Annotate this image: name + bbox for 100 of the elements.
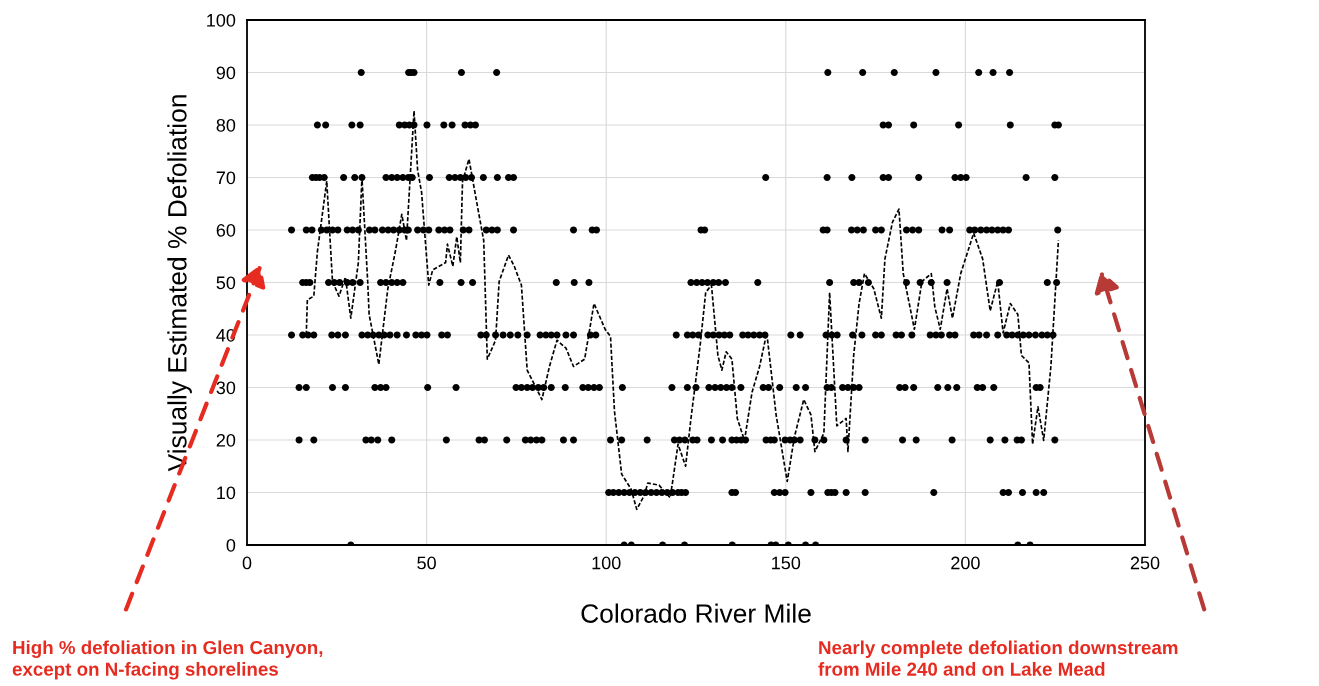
y-tick-label: 50 [216,276,236,290]
point [990,383,998,392]
point [983,226,991,234]
point [826,278,834,287]
x-tick-label: 0 [242,556,252,570]
point [538,436,546,444]
point [569,436,578,444]
point [585,278,593,287]
point [425,226,433,234]
point [1040,488,1048,497]
point [853,226,861,234]
point [682,488,690,497]
point [336,278,344,287]
point [944,383,952,392]
point [1006,121,1014,129]
point [855,278,863,287]
point [902,226,911,234]
point [328,383,337,392]
point [393,278,401,287]
point [445,173,453,182]
point [1022,173,1030,182]
point [715,278,723,287]
point [349,226,357,234]
point [1043,278,1051,287]
x-tick-label: 150 [772,556,801,570]
point [707,436,715,444]
point [899,436,907,444]
point [425,173,434,182]
point [313,121,321,129]
point [356,278,364,287]
point [792,383,800,392]
point [910,121,918,129]
point [595,383,603,392]
point [615,488,623,497]
point [934,383,942,392]
y-tick-label: 30 [216,381,236,395]
point [1004,488,1013,497]
y-tick-label: 60 [216,223,236,237]
point [1054,226,1062,234]
point [606,436,615,444]
point [1004,226,1013,234]
point [948,436,956,444]
point [618,436,626,444]
point [390,226,398,234]
point [457,68,465,77]
point [910,383,918,392]
point [915,226,923,234]
point [872,226,880,234]
point [953,383,961,392]
point [341,383,349,392]
point [295,383,303,392]
y-tick-label: 0 [226,538,236,552]
point [357,68,365,77]
point [302,226,310,234]
point [374,436,382,444]
point [930,488,938,497]
point [855,383,863,392]
point [440,121,448,129]
x-tick-label: 50 [417,556,436,570]
point [310,436,318,444]
point [668,383,676,392]
point [842,488,850,497]
point [823,173,831,182]
point [436,278,444,287]
y-tick-label: 90 [216,66,236,80]
point [884,121,893,129]
point [424,383,432,392]
point [493,173,501,182]
point [986,436,994,444]
point [807,488,815,497]
point [348,121,356,129]
point [322,121,330,129]
point [547,383,555,392]
point [737,383,745,392]
point [719,436,727,444]
point [388,173,396,182]
point [334,226,342,234]
point [802,383,810,392]
point [480,436,488,444]
point [705,383,713,392]
point [946,226,954,234]
point [288,226,296,234]
point [901,383,909,392]
point [975,68,983,77]
y-tick-label: 70 [216,171,236,185]
point [479,173,487,182]
point [861,488,869,497]
point [493,68,501,77]
point [932,68,940,77]
point [493,226,501,234]
point [570,278,578,287]
point [754,278,762,287]
point [378,226,386,234]
point [776,383,784,392]
point [452,383,460,392]
point [388,436,396,444]
point [683,383,691,392]
point [356,121,364,129]
point [1018,488,1027,497]
point [302,383,310,392]
